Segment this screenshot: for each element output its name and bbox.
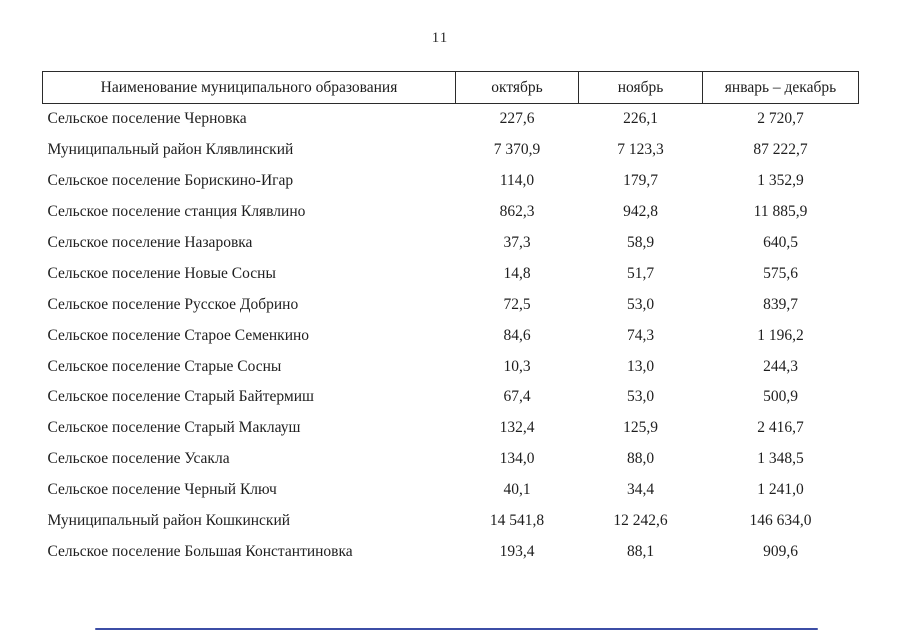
- october-value-cell: 7 370,9: [493, 141, 541, 159]
- table-row: Сельское поселение Старые Сосны 10,3 13,0 2…: [43, 351, 859, 382]
- october-value-cell: 132,4: [499, 419, 535, 437]
- january-december-value-cell: 87 222,7: [753, 141, 808, 159]
- october-value-cell: 14,8: [503, 264, 531, 282]
- october-value-cell: 72,5: [503, 295, 531, 313]
- november-value-cell: 53,0: [626, 295, 655, 313]
- january-december-value-cell: 2 416,7: [757, 419, 804, 437]
- municipality-name-cell: Муниципальный район Клявлинский: [47, 141, 294, 159]
- table-row: Муниципальный район Кошкинский 14 541,8 12…: [43, 506, 859, 537]
- october-value-cell: 134,0: [499, 450, 535, 468]
- october-value-cell: 114,0: [499, 172, 535, 190]
- table-row: Сельское поселение Старый Байтермиш 67,4 5…: [43, 382, 859, 413]
- report-table: Наименование муниципального образования …: [42, 71, 859, 567]
- column-header-november: ноябрь: [578, 71, 703, 104]
- october-value-cell: 40,1: [503, 481, 531, 499]
- table-row: Сельское поселение Русское Добрино 72,5 53…: [43, 289, 859, 320]
- column-header-january-december: январь – декабрь: [702, 71, 859, 104]
- january-december-value-cell: 909,6: [763, 542, 798, 560]
- january-december-value-cell: 1 352,9: [757, 172, 804, 190]
- november-value-cell: 12 242,6: [613, 512, 668, 530]
- october-value-cell: 67,4: [503, 388, 531, 406]
- october-value-cell: 227,6: [499, 110, 535, 128]
- november-value-cell: 88,1: [626, 542, 655, 560]
- table-row: Сельское поселение Новые Сосны 14,8 51,7 57…: [43, 258, 859, 289]
- table-row: Сельское поселение Усакла 134,0 88,0 1 348,…: [43, 444, 859, 475]
- table-row: Сельское поселение Борискино-Игар 114,0 17…: [43, 166, 859, 197]
- november-value-cell: 7 123,3: [617, 141, 664, 159]
- november-value-cell: 226,1: [623, 110, 658, 128]
- table-row: Сельское поселение Большая Константиновк…: [43, 536, 859, 567]
- municipality-name-cell: Сельское поселение Борискино-Игар: [47, 172, 294, 190]
- november-value-cell: 179,7: [623, 172, 658, 190]
- column-header-october: октябрь: [455, 71, 579, 104]
- table-row: Сельское поселение Старое Семенкино 84,6 7…: [43, 320, 859, 351]
- january-december-value-cell: 146 634,0: [749, 512, 812, 530]
- table-header-row: Наименование муниципального образования …: [42, 71, 859, 104]
- october-value-cell: 84,6: [503, 326, 531, 344]
- table-row: Сельское поселение Черный Ключ 40,1 34,4 1 …: [43, 475, 859, 506]
- municipality-name-cell: Сельское поселение Старые Сосны: [47, 357, 282, 375]
- october-value-cell: 10,3: [503, 357, 531, 375]
- january-december-value-cell: 640,5: [763, 234, 798, 251]
- table-body: Сельское поселение Черновка 227,6 226,1 2 7…: [43, 104, 859, 568]
- municipality-name-cell: Сельское поселение Черновка: [47, 110, 247, 128]
- municipality-name-cell: Сельское поселение станция Клявлино: [47, 203, 306, 221]
- table-row: Сельское поселение Назаровка 37,3 58,9 640,…: [43, 228, 859, 259]
- municipality-name-cell: Сельское поселение Старый Маклауш: [47, 419, 301, 437]
- municipality-name-cell: Сельское поселение Русское Добрино: [47, 295, 299, 313]
- january-december-value-cell: 839,7: [763, 295, 798, 313]
- municipality-name-cell: Сельское поселение Назаровка: [47, 234, 253, 251]
- table-row: Сельское поселение Черновка 227,6 226,1 2 7…: [43, 104, 859, 135]
- november-value-cell: 942,8: [623, 203, 658, 221]
- municipality-name-cell: Сельское поселение Старое Семенкино: [47, 326, 310, 344]
- table-row: Муниципальный район Клявлинский 7 370,9 7 …: [43, 135, 859, 166]
- january-december-value-cell: 244,3: [763, 357, 798, 375]
- november-value-cell: 13,0: [626, 357, 655, 375]
- january-december-value-cell: 2 720,7: [757, 110, 804, 128]
- page-number: 11: [431, 30, 449, 46]
- municipality-name-cell: Сельское поселение Усакла: [47, 450, 230, 468]
- january-december-value-cell: 1 348,5: [757, 450, 804, 468]
- municipality-name-cell: Сельское поселение Большая Константиновк…: [47, 542, 353, 560]
- table-row: Сельское поселение станция Клявлино 862,3…: [43, 197, 859, 228]
- table-row: Сельское поселение Старый Маклауш 132,4 12…: [43, 413, 859, 444]
- november-value-cell: 74,3: [626, 326, 655, 344]
- municipality-name-cell: Сельское поселение Новые Сосны: [47, 264, 276, 282]
- november-value-cell: 51,7: [626, 264, 655, 282]
- january-december-value-cell: 1 196,2: [757, 326, 804, 344]
- municipality-name-cell: Муниципальный район Кошкинский: [47, 512, 291, 530]
- october-value-cell: 862,3: [499, 203, 535, 221]
- november-value-cell: 125,9: [623, 419, 658, 437]
- january-december-value-cell: 1 241,0: [757, 481, 804, 499]
- november-value-cell: 34,4: [626, 481, 655, 499]
- municipality-name-cell: Сельское поселение Старый Байтермиш: [47, 388, 314, 406]
- column-header-municipality: Наименование муниципального образования: [42, 71, 456, 104]
- january-december-value-cell: 575,6: [763, 264, 798, 282]
- october-value-cell: 193,4: [499, 542, 535, 560]
- october-value-cell: 37,3: [503, 234, 531, 251]
- october-value-cell: 14 541,8: [489, 512, 545, 530]
- municipality-name-cell: Сельское поселение Черный Ключ: [47, 481, 277, 499]
- november-value-cell: 58,9: [626, 234, 655, 251]
- january-december-value-cell: 500,9: [763, 388, 798, 406]
- november-value-cell: 53,0: [626, 388, 655, 406]
- november-value-cell: 88,0: [626, 450, 655, 468]
- scan-artifact-line: [95, 628, 818, 630]
- january-december-value-cell: 11 885,9: [753, 203, 808, 221]
